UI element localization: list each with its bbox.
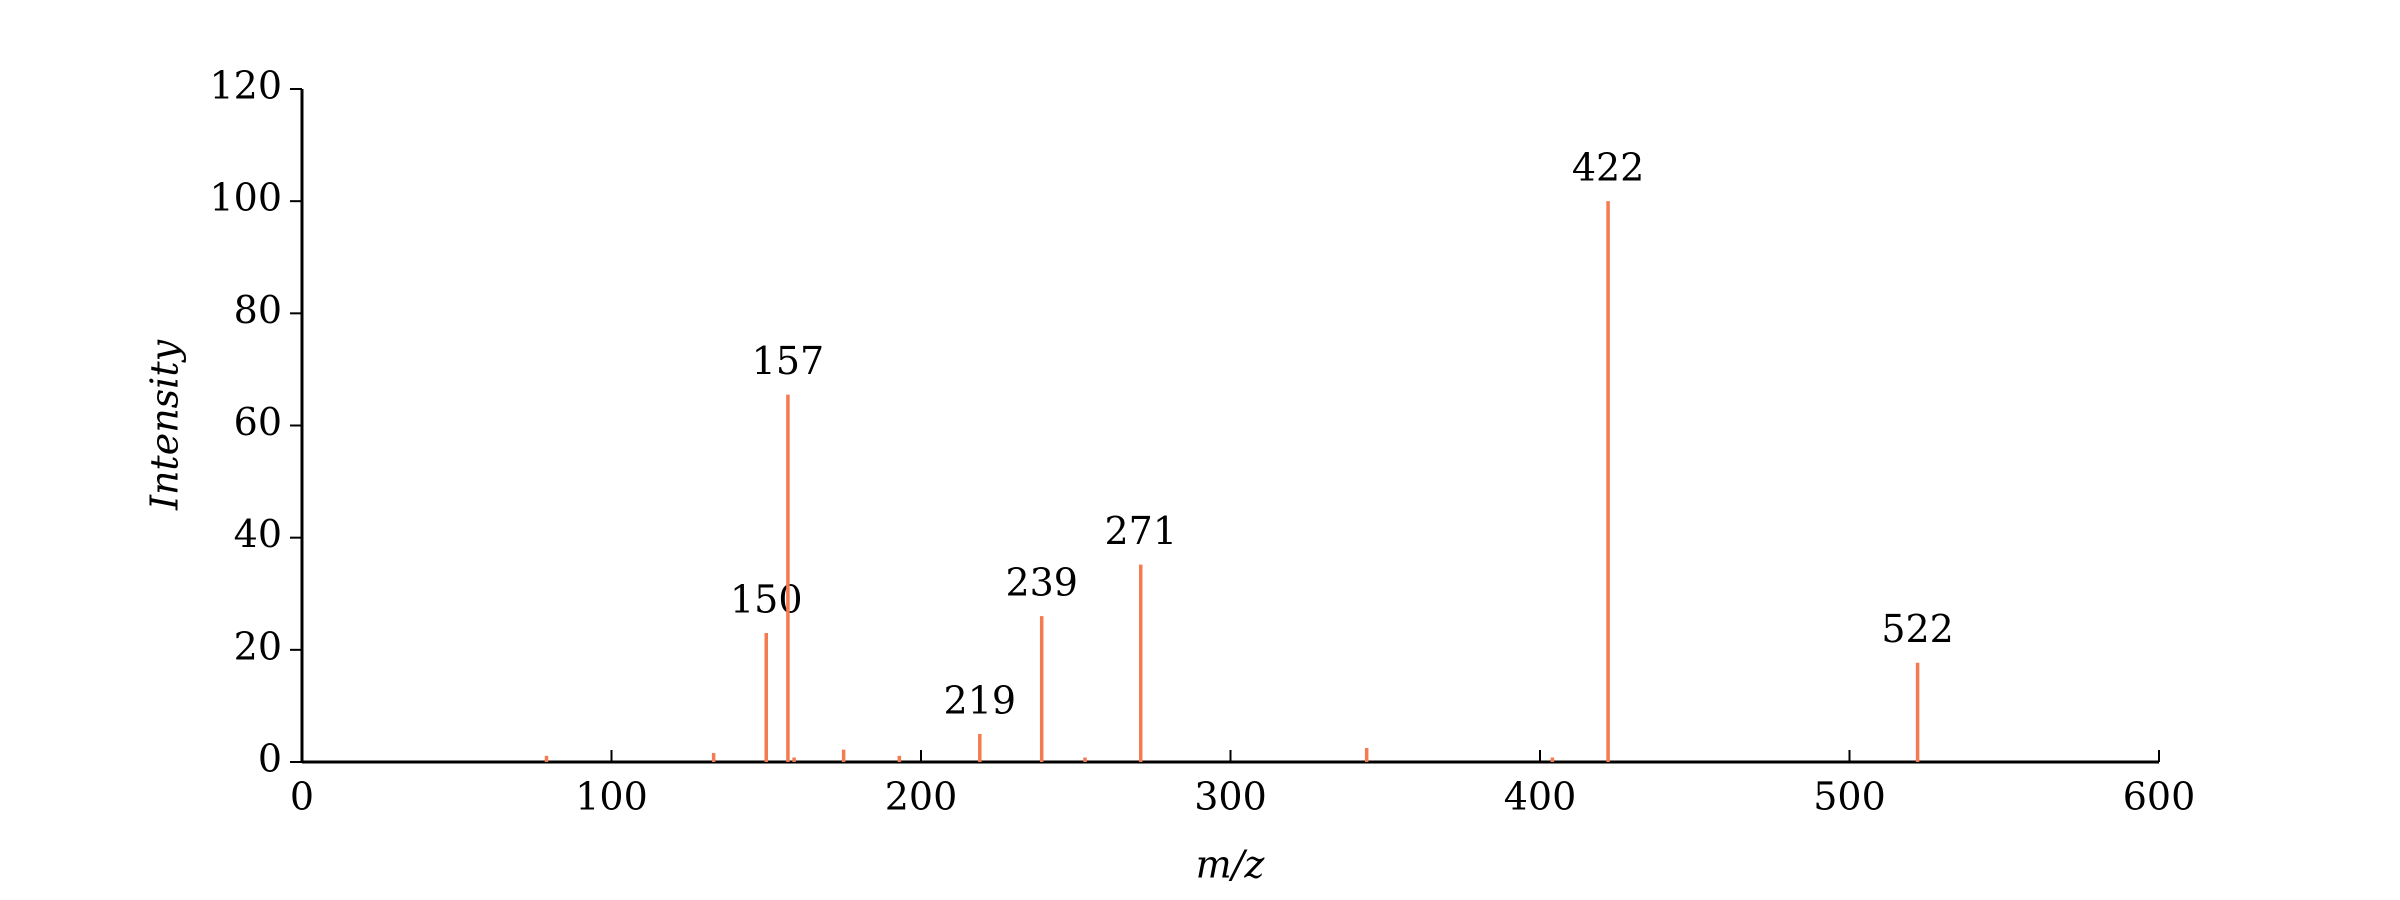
x-tick-label: 200 — [885, 775, 958, 819]
y-tick-label: 40 — [234, 512, 282, 556]
y-tick-label: 60 — [234, 400, 282, 444]
y-tick-label: 20 — [234, 624, 282, 668]
x-tick-label: 0 — [290, 775, 314, 819]
peak-label: 239 — [1005, 561, 1078, 605]
peak-label: 271 — [1104, 509, 1177, 553]
x-tick-label: 300 — [1194, 775, 1267, 819]
x-tick-label: 600 — [2123, 775, 2196, 819]
y-tick-label: 0 — [258, 737, 282, 781]
peak-label: 219 — [944, 678, 1017, 722]
y-tick-label: 120 — [209, 64, 282, 108]
peak-label: 422 — [1572, 146, 1645, 190]
x-tick-label: 500 — [1813, 775, 1886, 819]
y-tick-label: 80 — [234, 288, 282, 332]
peak-label: 522 — [1881, 607, 1954, 651]
y-tick-label: 100 — [209, 176, 282, 220]
x-tick-label: 100 — [575, 775, 648, 819]
peak-label: 157 — [752, 339, 825, 383]
x-tick-label: 400 — [1504, 775, 1577, 819]
peak-label: 150 — [730, 578, 803, 622]
x-axis-label: m/z — [1196, 843, 1266, 887]
y-axis-label: Intensity — [143, 339, 187, 511]
